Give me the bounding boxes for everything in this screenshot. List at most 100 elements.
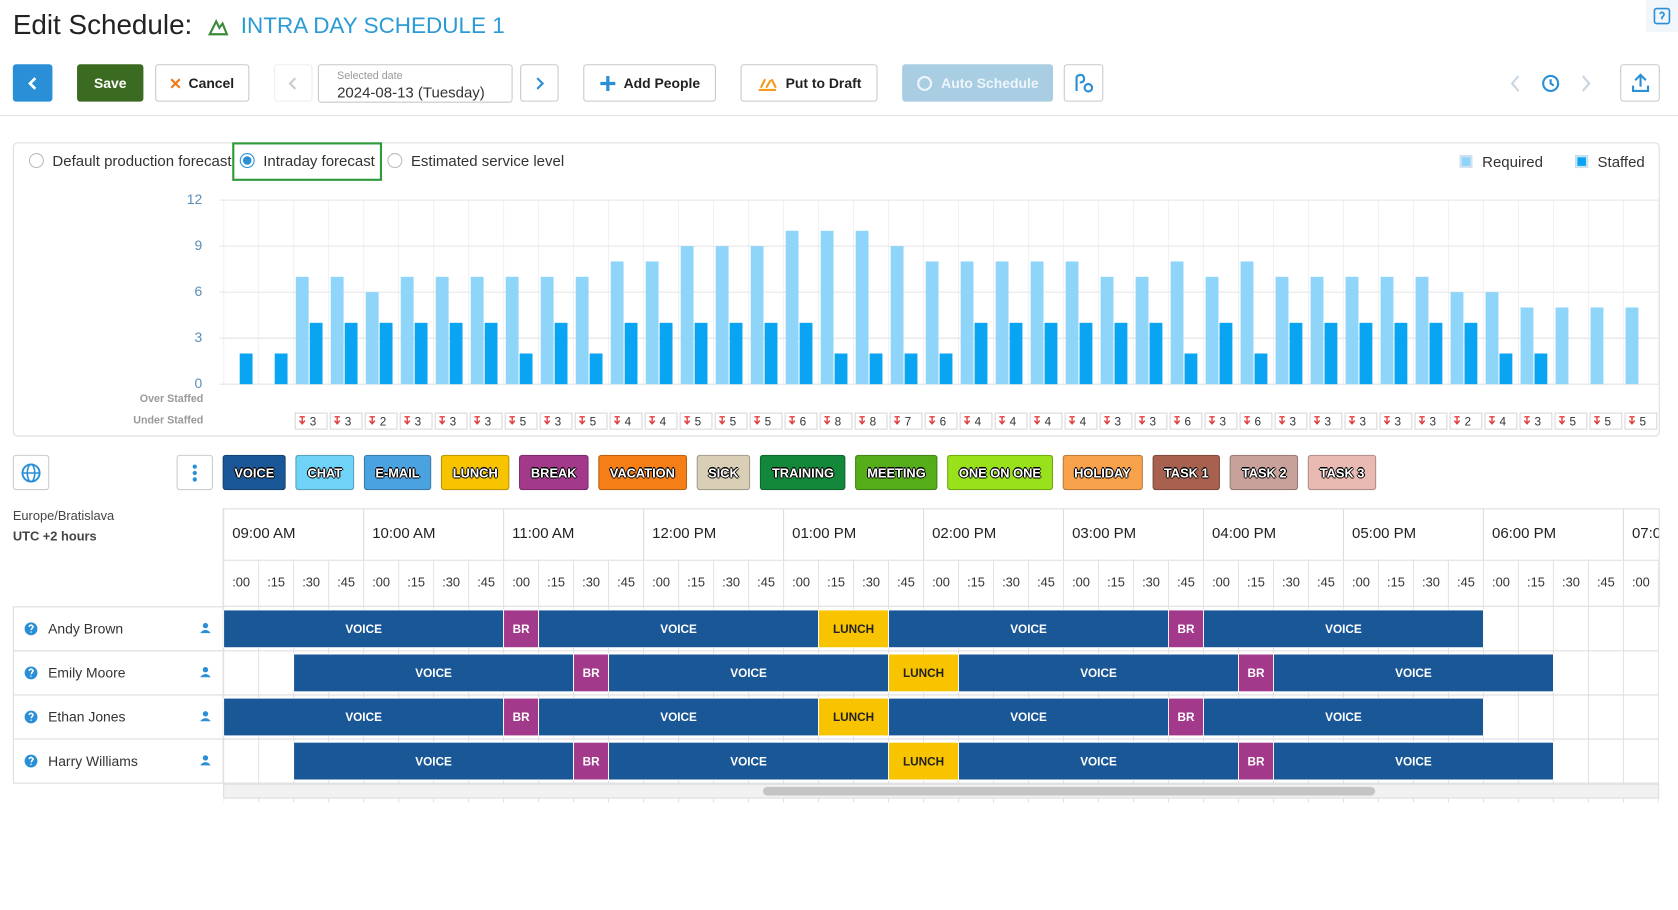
shift-block[interactable] [573, 653, 610, 693]
cancel-button[interactable]: Cancel [155, 64, 250, 102]
activity-chip[interactable]: TASK 3 [1307, 454, 1377, 491]
scrollbar-thumb[interactable] [763, 786, 1376, 796]
export-button[interactable] [1620, 64, 1660, 102]
minute-label: :15 [547, 575, 565, 590]
activity-chip[interactable]: VOICE [222, 454, 287, 491]
bar [1100, 276, 1114, 385]
shift-block[interactable] [503, 609, 540, 649]
bar [309, 322, 323, 385]
schedule-icon [208, 19, 229, 36]
activity-chip[interactable]: BREAK [519, 454, 589, 491]
understaff-icon [1138, 416, 1146, 425]
hour-label: 04:00 PM [1212, 525, 1276, 542]
settings-button[interactable] [1063, 64, 1104, 102]
bar [1359, 322, 1373, 385]
shift-block[interactable] [538, 609, 819, 649]
shift-block[interactable] [293, 741, 575, 781]
shift-block[interactable] [958, 653, 1239, 693]
employee-name[interactable]: Emily Moore [48, 665, 126, 681]
understaff-value: 6 [940, 415, 947, 428]
radio-option[interactable]: Default production forecast [28, 152, 232, 169]
bar [694, 322, 708, 385]
activity-chip[interactable]: SICK [696, 454, 751, 491]
add-people-button[interactable]: Add People [583, 64, 716, 102]
activity-chip[interactable]: CHAT [295, 454, 354, 491]
shift-block[interactable] [1203, 609, 1484, 649]
shift-block[interactable] [293, 653, 575, 693]
shift-block[interactable] [608, 741, 889, 781]
understaff-value: 6 [1185, 415, 1192, 428]
bar [414, 322, 428, 385]
understaff-value: 2 [1465, 415, 1472, 428]
activity-chip[interactable]: MEETING [855, 454, 938, 491]
shift-block[interactable] [223, 609, 505, 649]
understaff-value: 3 [1220, 415, 1227, 428]
bar [1415, 276, 1429, 385]
bar [365, 292, 379, 385]
shift-block[interactable] [573, 741, 610, 781]
minute-label: :00 [652, 575, 670, 590]
activity-chip[interactable]: TASK 2 [1230, 454, 1299, 491]
timezone-button[interactable] [12, 454, 50, 491]
shift-block[interactable] [1238, 741, 1274, 781]
activity-chip[interactable]: TRAINING [760, 454, 846, 491]
shift-block[interactable] [503, 697, 540, 737]
shift-block[interactable] [888, 697, 1169, 737]
bar [1380, 276, 1394, 385]
minute-label: :30 [582, 575, 600, 590]
employee-name[interactable]: Harry Williams [48, 753, 138, 769]
timeline-frame [222, 508, 1660, 607]
understaff-icon [613, 416, 621, 425]
bar [820, 230, 834, 385]
bar [1394, 322, 1408, 385]
radio-option[interactable]: Estimated service level [387, 152, 564, 169]
activity-chip[interactable]: E-MAIL [363, 454, 432, 491]
next-date-button[interactable] [520, 64, 559, 102]
bar [470, 276, 484, 385]
understaff-icon [1103, 416, 1111, 425]
shift-block[interactable] [818, 609, 889, 649]
shift-block[interactable] [1238, 653, 1274, 693]
date-value: 2024-08-13 (Tuesday) [337, 83, 485, 101]
activity-chip[interactable]: TASK 1 [1152, 454, 1221, 491]
shift-block[interactable] [1273, 741, 1554, 781]
shift-block[interactable] [818, 697, 889, 737]
auto-schedule-button[interactable]: Auto Schedule [902, 64, 1054, 102]
put-to-draft-button[interactable]: Put to Draft [740, 64, 878, 102]
shift-block[interactable] [608, 653, 889, 693]
minute-label: :45 [1457, 575, 1475, 590]
shift-block[interactable] [888, 609, 1169, 649]
employee-name[interactable]: Andy Brown [48, 621, 123, 637]
understaff-icon [1243, 416, 1251, 425]
activity-chip[interactable]: VACATION [597, 454, 687, 491]
hour-label: 01:00 PM [792, 525, 856, 542]
history-nav[interactable] [1504, 71, 1600, 97]
back-button[interactable] [12, 64, 53, 102]
prev-date-button[interactable] [273, 64, 313, 102]
understaff-value: 3 [1395, 415, 1402, 428]
activity-chip[interactable]: ONE ON ONE [947, 454, 1053, 491]
shift-block[interactable] [888, 653, 959, 693]
radio-option[interactable]: Intraday forecast [239, 152, 375, 169]
employee-name[interactable]: Ethan Jones [48, 709, 125, 725]
shift-block[interactable] [958, 741, 1239, 781]
bar [274, 353, 288, 385]
menu-button[interactable] [176, 454, 213, 491]
activity-chip[interactable]: LUNCH [441, 454, 510, 491]
understaff-value: 3 [415, 415, 422, 428]
save-button[interactable]: Save [77, 64, 144, 102]
minute-label: :15 [1667, 575, 1678, 590]
minute-label: :45 [337, 575, 355, 590]
shift-block[interactable] [1168, 697, 1204, 737]
date-picker[interactable]: Selected date 2024-08-13 (Tuesday) [317, 64, 513, 103]
help-button[interactable] [1645, 0, 1678, 33]
understaff-value: 3 [345, 415, 352, 428]
bar [1520, 307, 1534, 385]
activity-chip[interactable]: HOLIDAY [1062, 454, 1143, 491]
shift-block[interactable] [1203, 697, 1484, 737]
shift-label: VOICE [730, 755, 767, 768]
put-to-draft-label: Put to Draft [785, 74, 862, 91]
person-body [200, 629, 211, 634]
minute-label: :45 [1037, 575, 1055, 590]
shift-block[interactable] [1273, 653, 1554, 693]
